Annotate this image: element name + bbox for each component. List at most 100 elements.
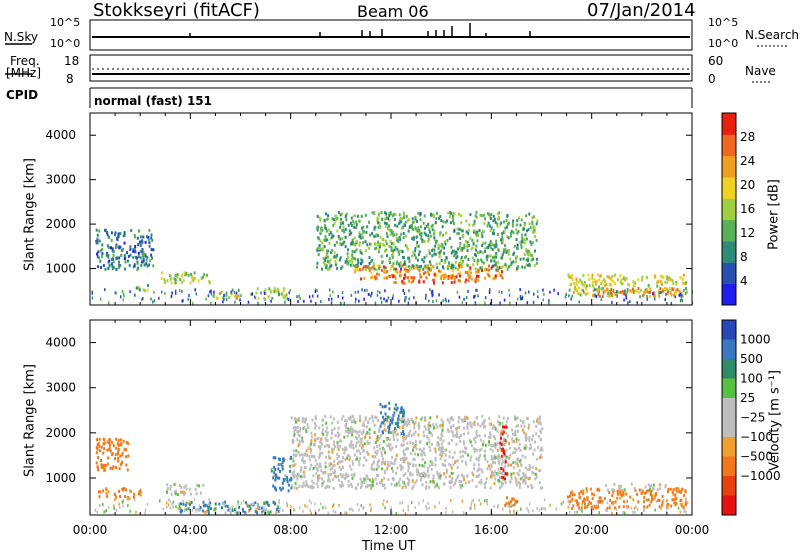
data-cell [371, 265, 374, 269]
colorbar-swatch [722, 495, 736, 516]
data-cell [351, 427, 354, 431]
data-cell [422, 267, 425, 271]
data-cell [286, 478, 289, 482]
data-cell [476, 469, 479, 473]
data-cell [583, 284, 586, 288]
data-cell [427, 469, 429, 473]
data-cell [507, 504, 509, 508]
data-cell [290, 505, 292, 509]
data-cell [471, 500, 473, 504]
data-cell [646, 295, 648, 299]
data-cell [461, 459, 464, 463]
data-cell [685, 287, 687, 290]
data-cell [475, 276, 478, 280]
data-cell [411, 217, 414, 221]
data-cell [568, 288, 571, 292]
data-cell [496, 269, 499, 273]
data-cell [335, 240, 338, 244]
data-cell [485, 480, 488, 484]
data-cell [374, 275, 376, 279]
data-cell [104, 468, 107, 472]
data-cell [326, 217, 329, 221]
data-cell [648, 285, 651, 289]
data-cell [526, 259, 529, 263]
data-cell [425, 474, 428, 478]
data-cell [126, 251, 128, 255]
data-cell [674, 487, 677, 491]
data-cell [358, 231, 361, 235]
data-cell [178, 508, 180, 512]
data-cell [355, 449, 358, 453]
data-cell [227, 508, 230, 512]
data-cell [602, 295, 604, 299]
data-cell [180, 280, 183, 284]
data-cell [632, 284, 635, 288]
data-cell [424, 271, 427, 275]
data-cell [299, 469, 302, 473]
data-cell [579, 278, 582, 282]
data-cell [291, 471, 294, 475]
data-cell [113, 265, 116, 269]
data-cell [526, 417, 528, 420]
data-cell [388, 274, 391, 278]
data-cell [452, 424, 455, 427]
data-cell [533, 264, 536, 268]
data-cell [364, 264, 367, 268]
data-cell [445, 256, 448, 259]
data-cell [331, 478, 334, 482]
data-cell [270, 289, 273, 293]
data-cell [379, 242, 382, 246]
data-cell [489, 435, 492, 439]
data-cell [387, 430, 390, 434]
data-cell [147, 238, 150, 242]
data-cell [344, 260, 347, 264]
data-cell [334, 510, 337, 514]
data-cell [511, 451, 514, 455]
data-cell [322, 428, 324, 432]
nsky-spikes [189, 23, 531, 37]
data-cell [580, 280, 583, 283]
data-cell [397, 240, 400, 243]
data-cell [575, 283, 578, 287]
data-cell [271, 296, 274, 300]
data-cell [536, 417, 539, 421]
data-cell [496, 473, 499, 477]
data-cell [102, 451, 105, 455]
data-cell [362, 429, 365, 433]
data-cell [502, 507, 504, 511]
data-cell [477, 278, 480, 282]
data-cell [118, 489, 121, 493]
data-cell [534, 440, 536, 444]
data-cell [185, 508, 188, 512]
colorbar-tick-label: −500 [740, 450, 773, 464]
data-cell [371, 231, 374, 235]
data-cell [484, 485, 487, 489]
data-cell [531, 230, 534, 234]
data-cell [345, 447, 348, 451]
data-cell [402, 474, 405, 477]
data-cell [623, 500, 626, 504]
data-cell [525, 248, 528, 252]
data-cell [434, 505, 436, 509]
data-cell [613, 483, 616, 486]
data-cell [515, 437, 518, 441]
data-cell [338, 433, 341, 437]
data-cell [449, 464, 452, 467]
data-cell [205, 297, 207, 301]
data-cell [461, 229, 464, 233]
data-cell [294, 428, 297, 431]
data-cell [679, 299, 682, 303]
data-cell [611, 274, 614, 278]
data-cell [170, 281, 173, 285]
data-cell [270, 468, 273, 472]
data-cell [608, 275, 611, 279]
data-cell [438, 233, 441, 237]
data-cell [120, 253, 123, 257]
data-cell [657, 498, 660, 502]
data-cell [253, 295, 256, 299]
data-cell [426, 442, 429, 446]
data-cell [388, 245, 391, 248]
data-cell [115, 291, 117, 295]
y-tick-label: 3000 [45, 173, 76, 187]
data-cell [427, 222, 430, 226]
